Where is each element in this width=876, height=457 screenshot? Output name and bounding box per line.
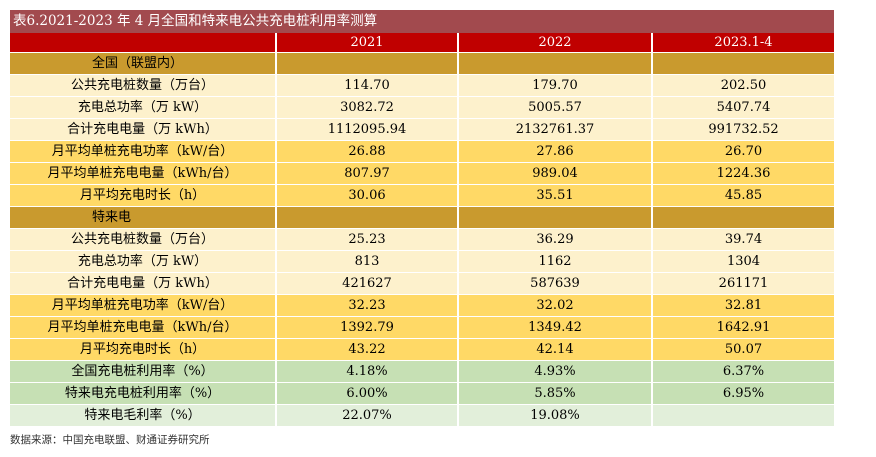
value-cell: 6.00% xyxy=(276,382,459,405)
source-note: 数据来源：中国充电联盟、财通证券研究所 xyxy=(10,434,210,446)
value-cell: 26.70 xyxy=(652,140,834,163)
section-header-row: 全国（联盟内） xyxy=(10,52,834,75)
row-label: 月平均单桩充电功率（kW/台） xyxy=(10,140,277,163)
header-label-cell xyxy=(10,33,277,53)
table-row: 月平均充电时长（h） 43.22 42.14 50.07 xyxy=(10,338,834,361)
value-cell: 2132761.37 xyxy=(458,118,653,141)
row-label: 特来电充电桩利用率（%） xyxy=(10,382,277,405)
value-cell: 421627 xyxy=(276,272,459,295)
table-row: 公共充电桩数量（万台） 25.23 36.29 39.74 xyxy=(10,228,834,251)
row-label: 月平均单桩充电功率（kW/台） xyxy=(10,294,277,317)
row-label: 月平均充电时长（h） xyxy=(10,184,277,207)
header-cell: 2021 xyxy=(276,33,459,53)
value-cell: 32.02 xyxy=(458,294,653,317)
value-cell: 43.22 xyxy=(276,338,459,361)
value-cell: 989.04 xyxy=(458,162,653,185)
value-cell: 3082.72 xyxy=(276,96,459,119)
value-cell: 39.74 xyxy=(652,228,834,251)
value-cell: 50.07 xyxy=(652,338,834,361)
header-cell: 2023.1-4 xyxy=(652,33,834,53)
row-label: 充电总功率（万 kW） xyxy=(10,250,277,273)
value-cell: 202.50 xyxy=(652,74,834,97)
value-cell: 1162 xyxy=(458,250,653,273)
row-label: 特来电毛利率（%） xyxy=(10,404,277,427)
value-cell: 26.88 xyxy=(276,140,459,163)
utilization-table: 2021 2022 2023.1-4 全国（联盟内） 公共充电桩数量（万台） 114… xyxy=(10,33,834,427)
section-empty-cell xyxy=(276,206,459,229)
table-row: 特来电充电桩利用率（%） 6.00% 5.85% 6.95% xyxy=(10,382,834,405)
value-cell: 1349.42 xyxy=(458,316,653,339)
value-cell: 27.86 xyxy=(458,140,653,163)
value-cell: 1224.36 xyxy=(652,162,834,185)
table-title: 表6.2021-2023 年 4 月全国和特来电公共充电桩利用率测算 xyxy=(10,10,834,33)
row-label: 合计充电电量（万 kWh） xyxy=(10,118,277,141)
value-cell: 587639 xyxy=(458,272,653,295)
value-cell: 261171 xyxy=(652,272,834,295)
row-label: 月平均充电时长（h） xyxy=(10,338,277,361)
value-cell: 32.81 xyxy=(652,294,834,317)
row-label: 充电总功率（万 kW） xyxy=(10,96,277,119)
row-label: 全国充电桩利用率（%） xyxy=(10,360,277,383)
table-row: 月平均充电时长（h） 30.06 35.51 45.85 xyxy=(10,184,834,207)
table-row: 充电总功率（万 kW） 813 1162 1304 xyxy=(10,250,834,273)
value-cell: 30.06 xyxy=(276,184,459,207)
table-row: 月平均单桩充电功率（kW/台） 32.23 32.02 32.81 xyxy=(10,294,834,317)
table-row: 月平均单桩充电电量（kWh/台） 1392.79 1349.42 1642.91 xyxy=(10,316,834,339)
value-cell: 991732.52 xyxy=(652,118,834,141)
header-row: 2021 2022 2023.1-4 xyxy=(10,33,834,53)
table-row: 充电总功率（万 kW） 3082.72 5005.57 5407.74 xyxy=(10,96,834,119)
table-row: 特来电毛利率（%） 22.07% 19.08% xyxy=(10,404,834,427)
value-cell: 813 xyxy=(276,250,459,273)
value-cell: 114.70 xyxy=(276,74,459,97)
value-cell: 5005.57 xyxy=(458,96,653,119)
table-body: 2021 2022 2023.1-4 全国（联盟内） 公共充电桩数量（万台） 114… xyxy=(10,33,834,427)
value-cell: 1304 xyxy=(652,250,834,273)
value-cell: 45.85 xyxy=(652,184,834,207)
value-cell: 4.93% xyxy=(458,360,653,383)
value-cell: 19.08% xyxy=(458,404,653,427)
table-row: 月平均单桩充电电量（kWh/台） 807.97 989.04 1224.36 xyxy=(10,162,834,185)
section-header-row: 特来电 xyxy=(10,206,834,229)
table-row: 月平均单桩充电功率（kW/台） 26.88 27.86 26.70 xyxy=(10,140,834,163)
section-empty-cell xyxy=(276,52,459,75)
section-title: 全国（联盟内） xyxy=(10,52,277,75)
section-empty-cell xyxy=(652,52,834,75)
value-cell xyxy=(652,404,834,427)
row-label: 公共充电桩数量（万台） xyxy=(10,228,277,251)
value-cell: 36.29 xyxy=(458,228,653,251)
value-cell: 1642.91 xyxy=(652,316,834,339)
value-cell: 807.97 xyxy=(276,162,459,185)
value-cell: 1392.79 xyxy=(276,316,459,339)
value-cell: 35.51 xyxy=(458,184,653,207)
value-cell: 6.37% xyxy=(652,360,834,383)
value-cell: 179.70 xyxy=(458,74,653,97)
value-cell: 6.95% xyxy=(652,382,834,405)
table-row: 公共充电桩数量（万台） 114.70 179.70 202.50 xyxy=(10,74,834,97)
value-cell: 5.85% xyxy=(458,382,653,405)
table-row: 全国充电桩利用率（%） 4.18% 4.93% 6.37% xyxy=(10,360,834,383)
section-title: 特来电 xyxy=(10,206,277,229)
header-cell: 2022 xyxy=(458,33,653,53)
value-cell: 22.07% xyxy=(276,404,459,427)
value-cell: 5407.74 xyxy=(652,96,834,119)
value-cell: 25.23 xyxy=(276,228,459,251)
section-empty-cell xyxy=(652,206,834,229)
row-label: 公共充电桩数量（万台） xyxy=(10,74,277,97)
report-table: 表6.2021-2023 年 4 月全国和特来电公共充电桩利用率测算 2021 … xyxy=(10,10,834,427)
section-empty-cell xyxy=(458,52,653,75)
table-row: 合计充电电量（万 kWh） 1112095.94 2132761.37 991732.… xyxy=(10,118,834,141)
value-cell: 42.14 xyxy=(458,338,653,361)
value-cell: 4.18% xyxy=(276,360,459,383)
value-cell: 32.23 xyxy=(276,294,459,317)
row-label: 月平均单桩充电电量（kWh/台） xyxy=(10,162,277,185)
value-cell: 1112095.94 xyxy=(276,118,459,141)
section-empty-cell xyxy=(458,206,653,229)
row-label: 合计充电电量（万 kWh） xyxy=(10,272,277,295)
row-label: 月平均单桩充电电量（kWh/台） xyxy=(10,316,277,339)
table-row: 合计充电电量（万 kWh） 421627 587639 261171 xyxy=(10,272,834,295)
